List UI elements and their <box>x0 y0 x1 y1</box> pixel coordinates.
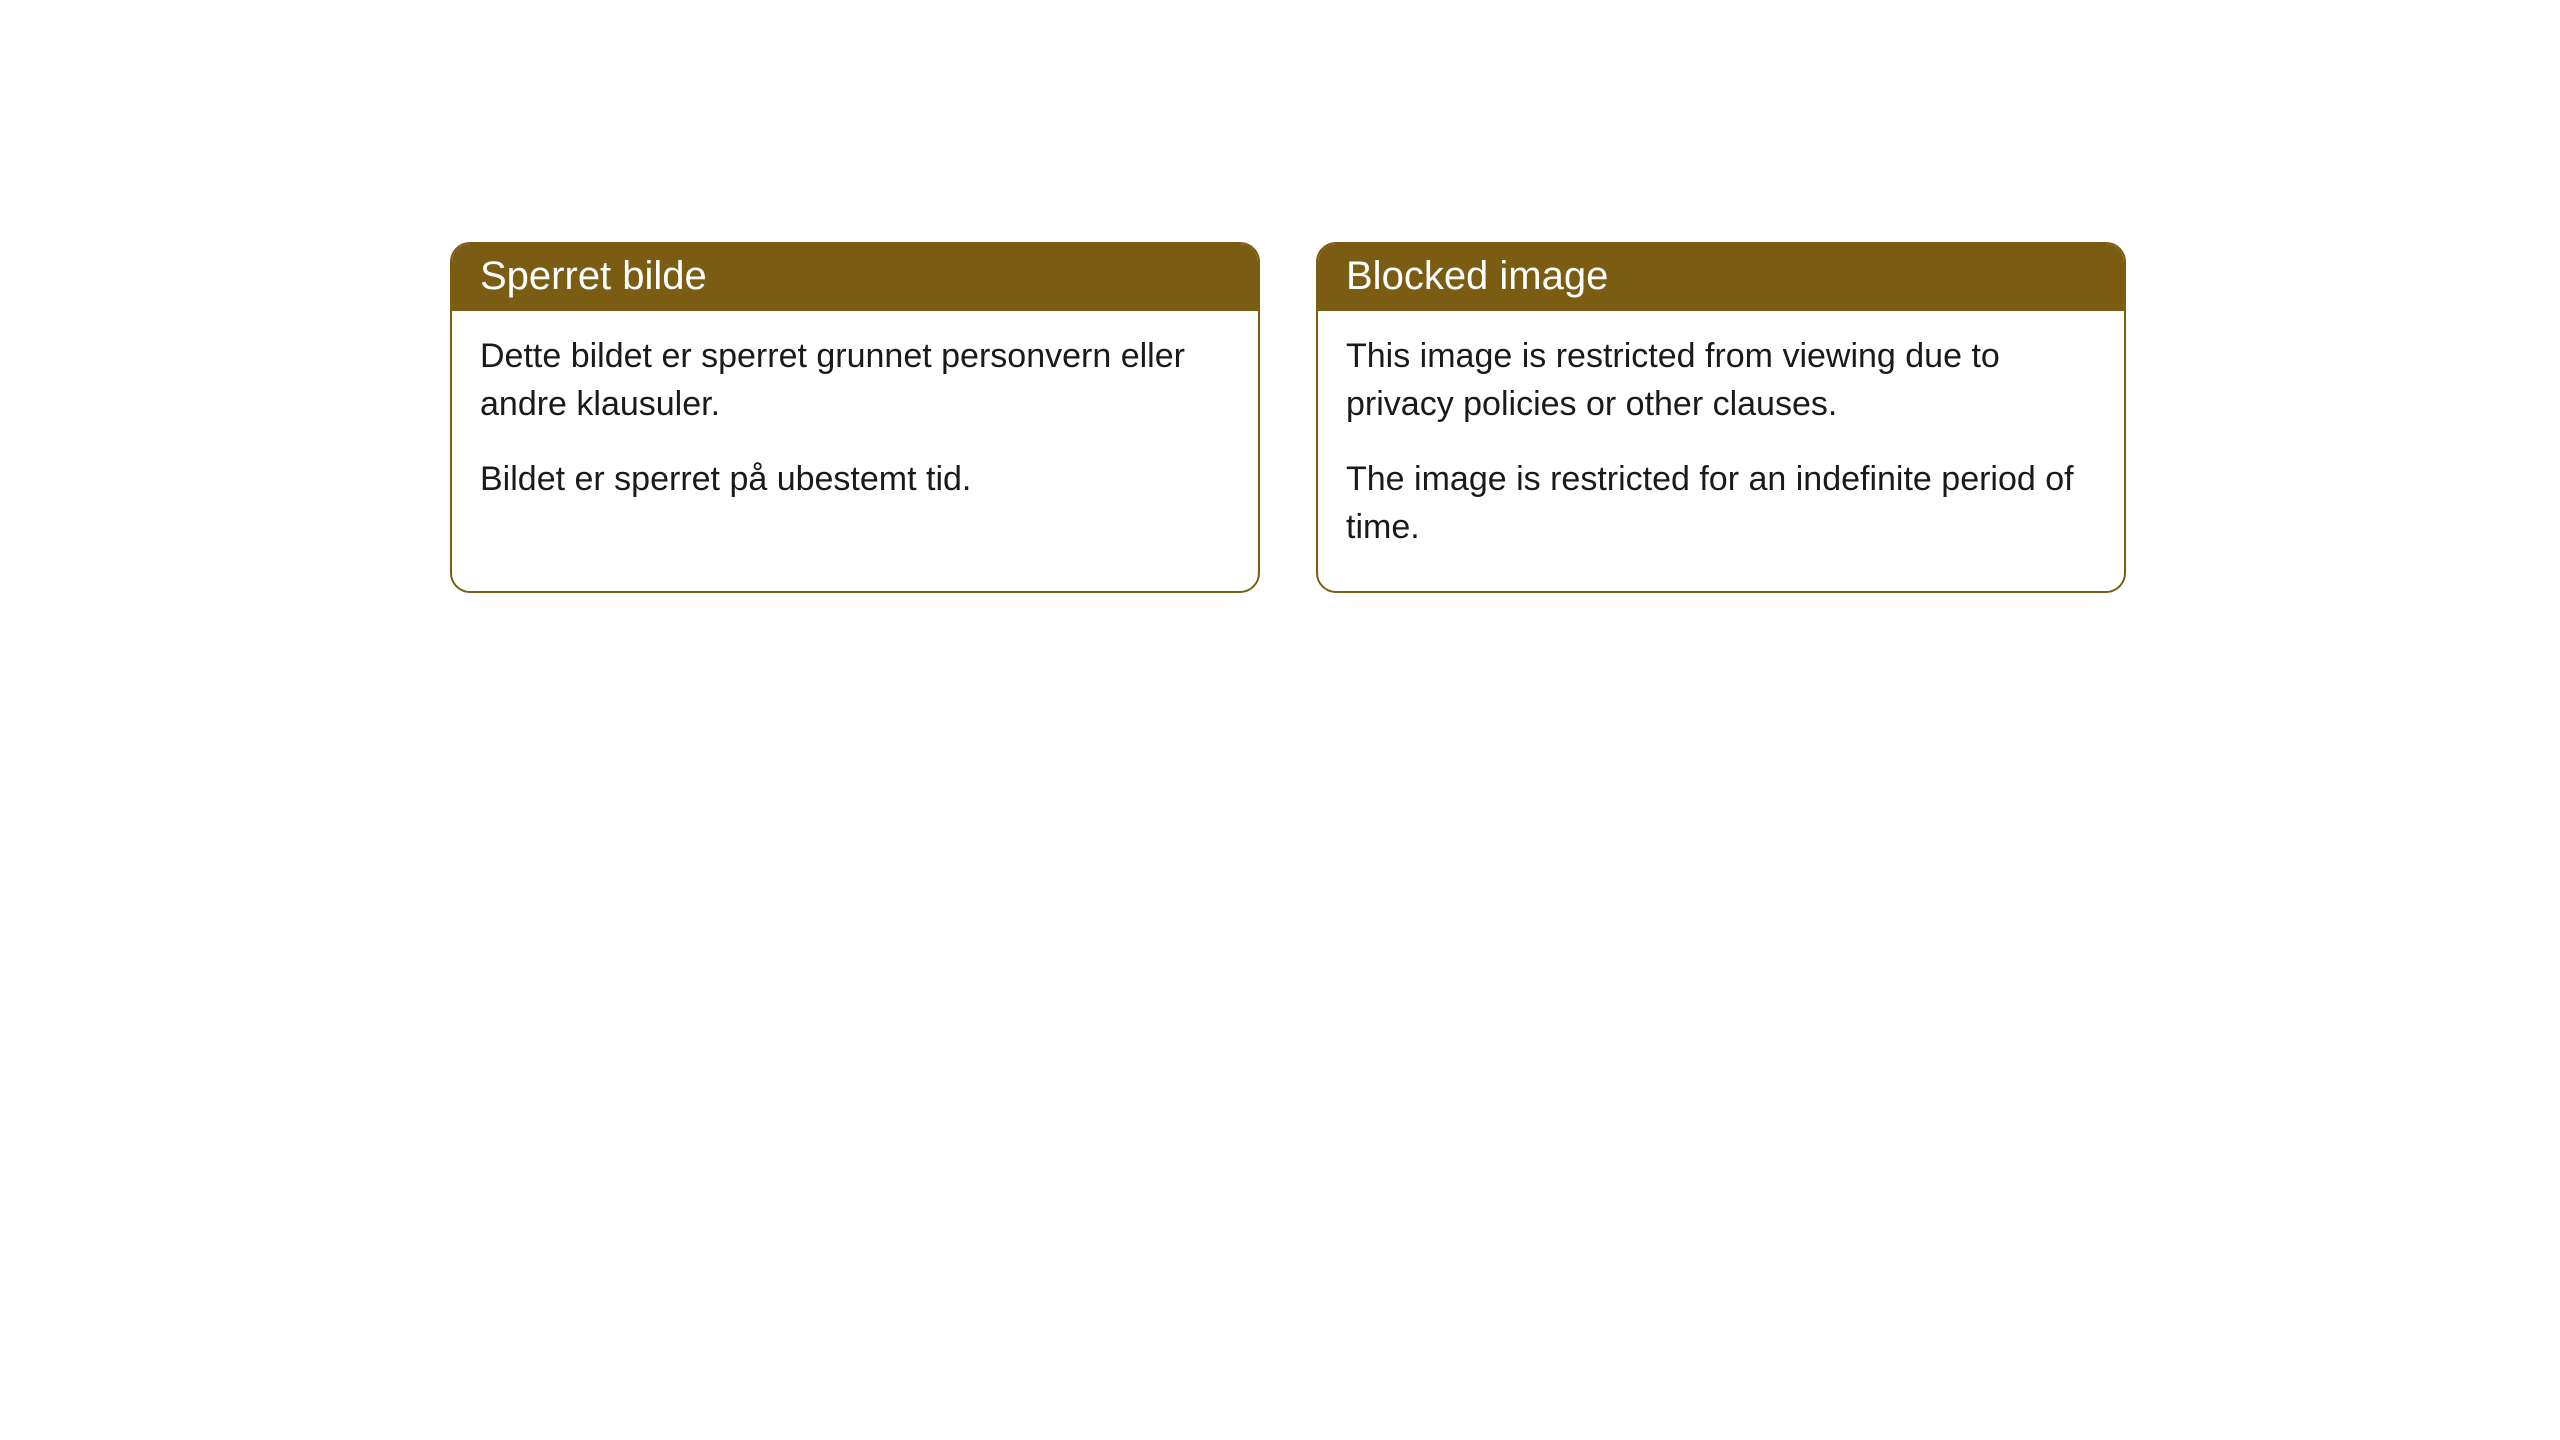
card-body: This image is restricted from viewing du… <box>1318 311 2124 591</box>
notice-card-norwegian: Sperret bilde Dette bildet er sperret gr… <box>450 242 1260 593</box>
card-title: Blocked image <box>1346 254 1608 298</box>
notice-paragraph: Bildet er sperret på ubestemt tid. <box>480 456 1230 504</box>
notice-card-english: Blocked image This image is restricted f… <box>1316 242 2126 593</box>
card-title: Sperret bilde <box>480 254 707 298</box>
notice-paragraph: This image is restricted from viewing du… <box>1346 333 2096 428</box>
card-body: Dette bildet er sperret grunnet personve… <box>452 311 1258 544</box>
notice-paragraph: The image is restricted for an indefinit… <box>1346 456 2096 551</box>
card-header: Blocked image <box>1318 244 2124 311</box>
notice-paragraph: Dette bildet er sperret grunnet personve… <box>480 333 1230 428</box>
card-header: Sperret bilde <box>452 244 1258 311</box>
notice-container: Sperret bilde Dette bildet er sperret gr… <box>0 0 2560 593</box>
